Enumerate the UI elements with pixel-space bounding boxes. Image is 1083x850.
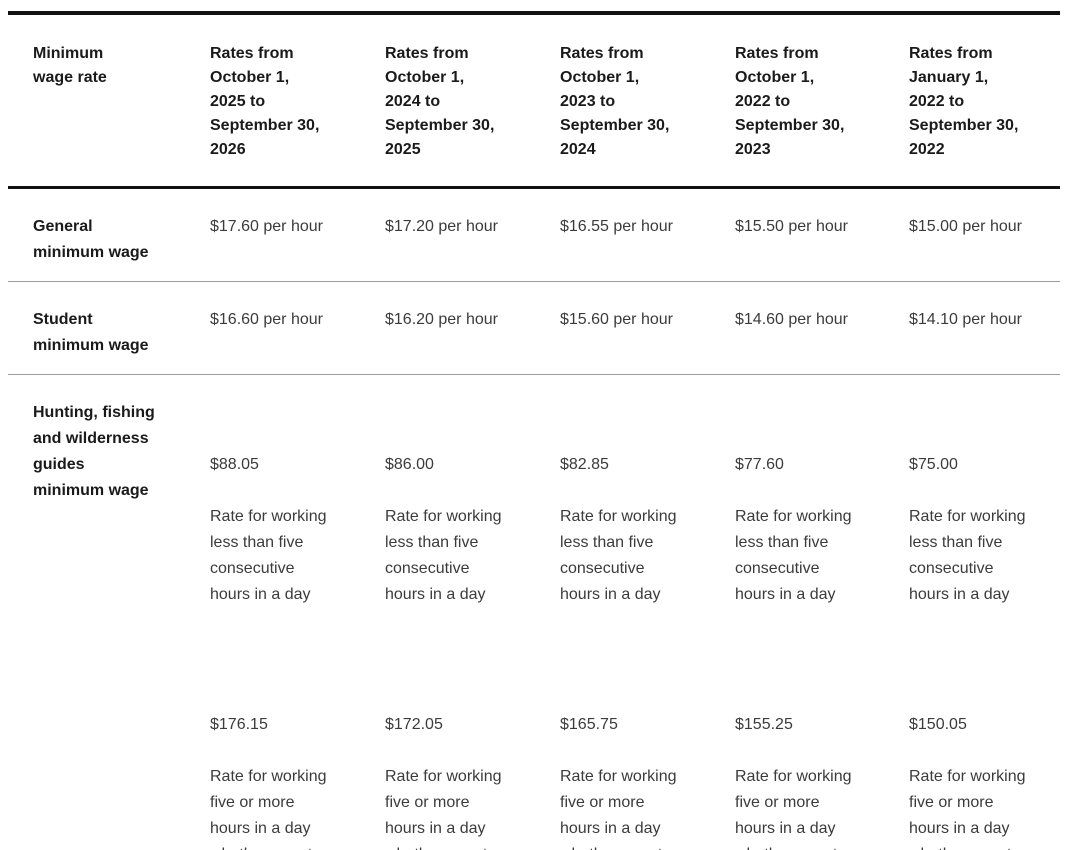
rate-block-under-five-hours: $75.00 Rate for working less than five c… <box>909 426 1030 634</box>
rate-note: Rate for working less than five consecut… <box>210 508 327 603</box>
rate-block-five-or-more-hours: $150.05 Rate for working five or more ho… <box>909 686 1030 850</box>
rate-note: Rate for working five or more hours in a… <box>210 768 327 850</box>
rate-amount: $88.05 <box>210 456 259 473</box>
rate-note: Rate for working less than five consecut… <box>735 508 852 603</box>
rate-note: Rate for working five or more hours in a… <box>385 768 502 850</box>
cell-general-2022-2023: $15.50 per hour <box>735 218 848 235</box>
rate-block-five-or-more-hours: $176.15 Rate for working five or more ho… <box>210 686 355 850</box>
rate-note: Rate for working less than five consecut… <box>909 508 1026 603</box>
rate-note: Rate for working less than five consecut… <box>560 508 677 603</box>
rate-block-under-five-hours: $88.05 Rate for working less than five c… <box>210 426 355 634</box>
cell-student-2023-2024: $15.60 per hour <box>560 311 673 328</box>
rate-amount: $86.00 <box>385 456 434 473</box>
rate-block-five-or-more-hours: $165.75 Rate for working five or more ho… <box>560 686 705 850</box>
rate-amount: $176.15 <box>210 716 268 733</box>
cell-guides-jan-sep-2022: $75.00 Rate for working less than five c… <box>909 375 1060 850</box>
rate-amount: $150.05 <box>909 716 967 733</box>
cell-guides-2025-2026: $88.05 Rate for working less than five c… <box>210 375 385 850</box>
cell-student-2025-2026: $16.60 per hour <box>210 311 323 328</box>
rate-note: Rate for working five or more hours in a… <box>560 768 677 850</box>
header-cell-period-jan-sep-2022: Rates from January 1, 2022 to September … <box>909 45 1019 158</box>
cell-guides-2022-2023: $77.60 Rate for working less than five c… <box>735 375 909 850</box>
cell-student-jan-sep-2022: $14.10 per hour <box>909 311 1022 328</box>
rate-amount: $82.85 <box>560 456 609 473</box>
cell-guides-2024-2025: $86.00 Rate for working less than five c… <box>385 375 560 850</box>
row-label-hunting-fishing-wilderness-guides: Hunting, fishing and wilderness guides m… <box>33 404 155 499</box>
header-cell-period-2022-2023: Rates from October 1, 2022 to September … <box>735 45 845 158</box>
cell-general-2025-2026: $17.60 per hour <box>210 218 323 235</box>
rate-block-five-or-more-hours: $172.05 Rate for working five or more ho… <box>385 686 530 850</box>
rate-block-under-five-hours: $86.00 Rate for working less than five c… <box>385 426 530 634</box>
rate-block-under-five-hours: $82.85 Rate for working less than five c… <box>560 426 705 634</box>
table-row-hunting-fishing-wilderness-guides-minimum-wage: Hunting, fishing and wilderness guides m… <box>8 375 1060 850</box>
row-label-general-minimum-wage: General minimum wage <box>33 218 149 261</box>
rate-amount: $172.05 <box>385 716 443 733</box>
table-row-student-minimum-wage: Student minimum wage $16.60 per hour $16… <box>8 282 1060 375</box>
header-cell-period-2025-2026: Rates from October 1, 2025 to September … <box>210 45 320 158</box>
rate-note: Rate for working five or more hours in a… <box>735 768 852 850</box>
rate-amount: $155.25 <box>735 716 793 733</box>
minimum-wage-table: Minimum wage rate Rates from October 1, … <box>8 11 1060 850</box>
header-cell-period-2023-2024: Rates from October 1, 2023 to September … <box>560 45 670 158</box>
cell-general-2023-2024: $16.55 per hour <box>560 218 673 235</box>
table-row-general-minimum-wage: General minimum wage $17.60 per hour $17… <box>8 188 1060 282</box>
header-cell-minimum-wage-rate: Minimum wage rate <box>33 45 107 86</box>
header-cell-period-2024-2025: Rates from October 1, 2024 to September … <box>385 45 495 158</box>
cell-general-2024-2025: $17.20 per hour <box>385 218 498 235</box>
rate-amount: $77.60 <box>735 456 784 473</box>
rate-note: Rate for working five or more hours in a… <box>909 768 1026 850</box>
rate-amount: $165.75 <box>560 716 618 733</box>
rate-block-under-five-hours: $77.60 Rate for working less than five c… <box>735 426 879 634</box>
cell-general-jan-sep-2022: $15.00 per hour <box>909 218 1022 235</box>
rate-block-five-or-more-hours: $155.25 Rate for working five or more ho… <box>735 686 879 850</box>
rate-note: Rate for working less than five consecut… <box>385 508 502 603</box>
cell-student-2022-2023: $14.60 per hour <box>735 311 848 328</box>
cell-guides-2023-2024: $82.85 Rate for working less than five c… <box>560 375 735 850</box>
header-row: Minimum wage rate Rates from October 1, … <box>8 13 1060 188</box>
row-label-student-minimum-wage: Student minimum wage <box>33 311 149 354</box>
rate-amount: $75.00 <box>909 456 958 473</box>
cell-student-2024-2025: $16.20 per hour <box>385 311 498 328</box>
